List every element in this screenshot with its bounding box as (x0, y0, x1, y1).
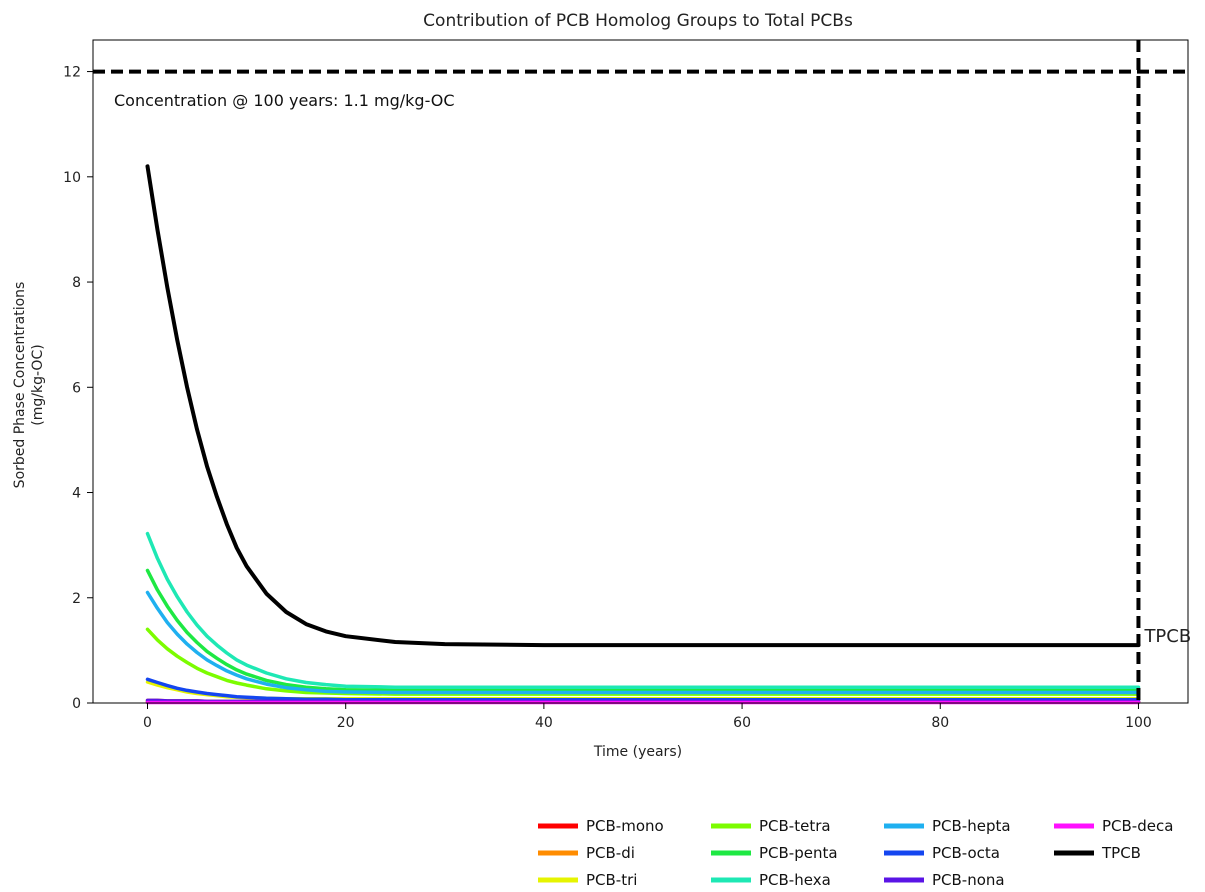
series-line-pcb-hexa (145, 531, 1141, 689)
legend-item-pcb-deca: PCB-deca (1054, 817, 1173, 835)
x-tick-label-60: 60 (733, 715, 751, 731)
legend-label-tpcb: TPCB (1101, 844, 1141, 862)
legend-item-pcb-octa: PCB-octa (884, 844, 1000, 862)
y-tick-label-4: 4 (72, 486, 81, 502)
x-tick-label-20: 20 (337, 715, 355, 731)
legend-label-pcb-penta: PCB-penta (759, 844, 838, 862)
x-tick-label-40: 40 (535, 715, 553, 731)
y-axis-title-line-2: (mg/kg-OC) (30, 344, 46, 425)
legend-item-pcb-di: PCB-di (538, 844, 635, 862)
y-tick-label-8: 8 (72, 275, 81, 291)
y-tick-label-0: 0 (72, 696, 81, 712)
tpcb-end-label: TPCB (1143, 626, 1191, 647)
legend-item-pcb-hepta: PCB-hepta (884, 817, 1011, 835)
legend-item-tpcb: TPCB (1054, 844, 1141, 862)
concentration-annotation: Concentration @ 100 years: 1.1 mg/kg-OC (114, 91, 455, 110)
series-line-tpcb (145, 164, 1141, 648)
y-axis-title-line-1: Sorbed Phase Concentrations (12, 282, 28, 489)
legend-label-pcb-mono: PCB-mono (586, 817, 664, 835)
legend-item-pcb-tri: PCB-tri (538, 871, 637, 889)
x-tick-label-80: 80 (931, 715, 949, 731)
plot-area (93, 40, 1188, 705)
y-tick-label-2: 2 (72, 591, 81, 607)
legend-label-pcb-octa: PCB-octa (932, 844, 1000, 862)
x-axis-title: Time (years) (593, 744, 682, 760)
legend-item-pcb-penta: PCB-penta (711, 844, 838, 862)
legend-label-pcb-tetra: PCB-tetra (759, 817, 831, 835)
legend-label-pcb-nona: PCB-nona (932, 871, 1005, 889)
legend-label-pcb-tri: PCB-tri (586, 871, 637, 889)
y-tick-label-10: 10 (63, 170, 81, 186)
y-tick-label-12: 12 (63, 65, 81, 81)
x-tick-label-0: 0 (143, 715, 152, 731)
series-line-pcb-penta (145, 568, 1141, 693)
legend-label-pcb-hexa: PCB-hexa (759, 871, 831, 889)
legend: PCB-mono PCB-di PCB-tri PCB-tetra PCB-penta P… (538, 817, 1173, 889)
legend-item-pcb-hexa: PCB-hexa (711, 871, 831, 889)
legend-item-pcb-nona: PCB-nona (884, 871, 1005, 889)
plot-frame (92, 39, 1189, 704)
series-line-pcb-hepta (145, 590, 1141, 695)
x-tick-label-100: 100 (1125, 715, 1152, 731)
y-axis-title: Sorbed Phase Concentrations (mg/kg-OC) (12, 282, 46, 489)
y-tick-label-6: 6 (72, 380, 81, 396)
legend-label-pcb-di: PCB-di (586, 844, 635, 862)
axes: 0 20 40 60 80 100 0 2 4 6 8 10 12 (63, 65, 1152, 731)
legend-item-pcb-tetra: PCB-tetra (711, 817, 831, 835)
chart-title: Contribution of PCB Homolog Groups to To… (423, 11, 853, 31)
legend-label-pcb-deca: PCB-deca (1102, 817, 1173, 835)
legend-label-pcb-hepta: PCB-hepta (932, 817, 1011, 835)
legend-item-pcb-mono: PCB-mono (538, 817, 664, 835)
